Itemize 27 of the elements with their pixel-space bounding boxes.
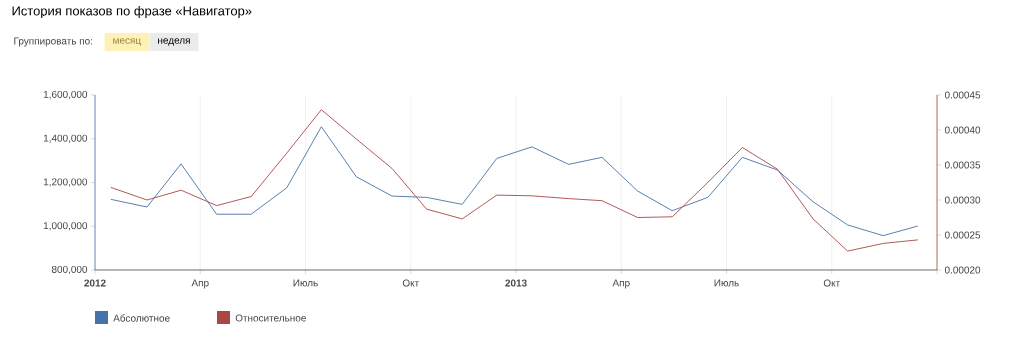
- y2-tick-label: 0.00030: [944, 196, 981, 204]
- legend-label: Абсолютное: [113, 314, 170, 322]
- y2-tick-label: 0.00020: [944, 266, 981, 274]
- y-tick-label: 800,000: [51, 265, 88, 275]
- x-tick-label: 2013: [505, 279, 527, 287]
- text: Группировать по:: [14, 37, 93, 47]
- x-tick-label: Апр: [191, 279, 209, 289]
- x-tick-label: Окт: [402, 279, 419, 287]
- y2-tick-label: 0.00040: [944, 126, 981, 134]
- x-tick-label: Июль: [293, 279, 318, 287]
- y-tick-label: 1,000,000: [43, 222, 88, 231]
- y2-tick-label: 0.00045: [944, 91, 981, 99]
- x-tick-label: 2012: [84, 279, 106, 287]
- text: месяц: [113, 38, 141, 46]
- y-tick-label: 1,200,000: [43, 178, 88, 187]
- x-tick-label: Апр: [612, 279, 630, 289]
- y-tick-label: 1,600,000: [43, 90, 88, 100]
- x-tick-label: Июль: [714, 279, 739, 287]
- chart-title: История показов по фразе «Навигатор»: [12, 5, 252, 19]
- line-series: [110, 126, 919, 237]
- y-tick-label: 1,400,000: [43, 134, 88, 143]
- line-series: [110, 109, 919, 252]
- x-tick-label: Окт: [823, 279, 840, 287]
- y2-tick-label: 0.00035: [944, 161, 981, 169]
- y2-tick-label: 0.00025: [944, 231, 981, 239]
- legend-label: Относительное: [235, 314, 306, 322]
- text: неделя: [158, 38, 190, 46]
